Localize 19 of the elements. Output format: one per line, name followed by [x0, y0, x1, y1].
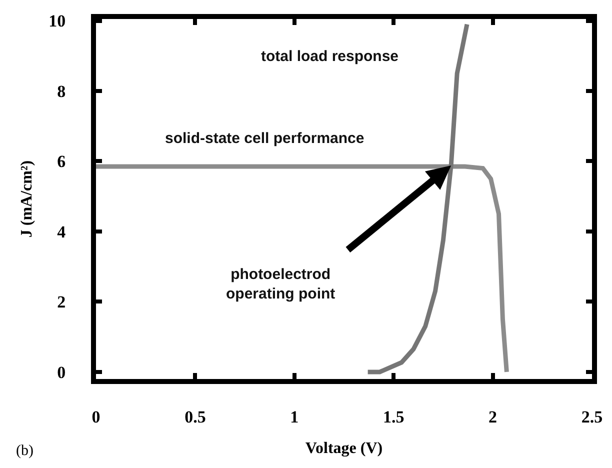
- x-tick-label: 0: [92, 407, 100, 426]
- y-tick-label: 4: [57, 222, 66, 242]
- annotation: photoelectrod operating point: [226, 266, 336, 302]
- x-tick-label: 2: [488, 407, 498, 426]
- annotation: total load response: [261, 48, 399, 65]
- y-tick-label: 10: [48, 12, 66, 31]
- x-axis-title: Voltage (V): [305, 440, 383, 458]
- annotation: solid-state cell performance: [165, 130, 364, 147]
- x-tick-label: 0.5: [184, 407, 206, 426]
- x-tick-label: 1.5: [382, 407, 404, 426]
- y-tick-label: 6: [57, 152, 66, 172]
- y-tick-label: 2: [57, 292, 66, 312]
- x-tick-label: 2.5: [581, 407, 603, 426]
- y-axis-title: J (mA/cm²): [18, 160, 36, 238]
- y-tick-label: 8: [57, 82, 66, 101]
- y-tick-label: 0: [57, 362, 66, 382]
- text: (b): [16, 443, 34, 459]
- line-series: [96, 164, 509, 374]
- x-tick-label: 1: [290, 407, 299, 426]
